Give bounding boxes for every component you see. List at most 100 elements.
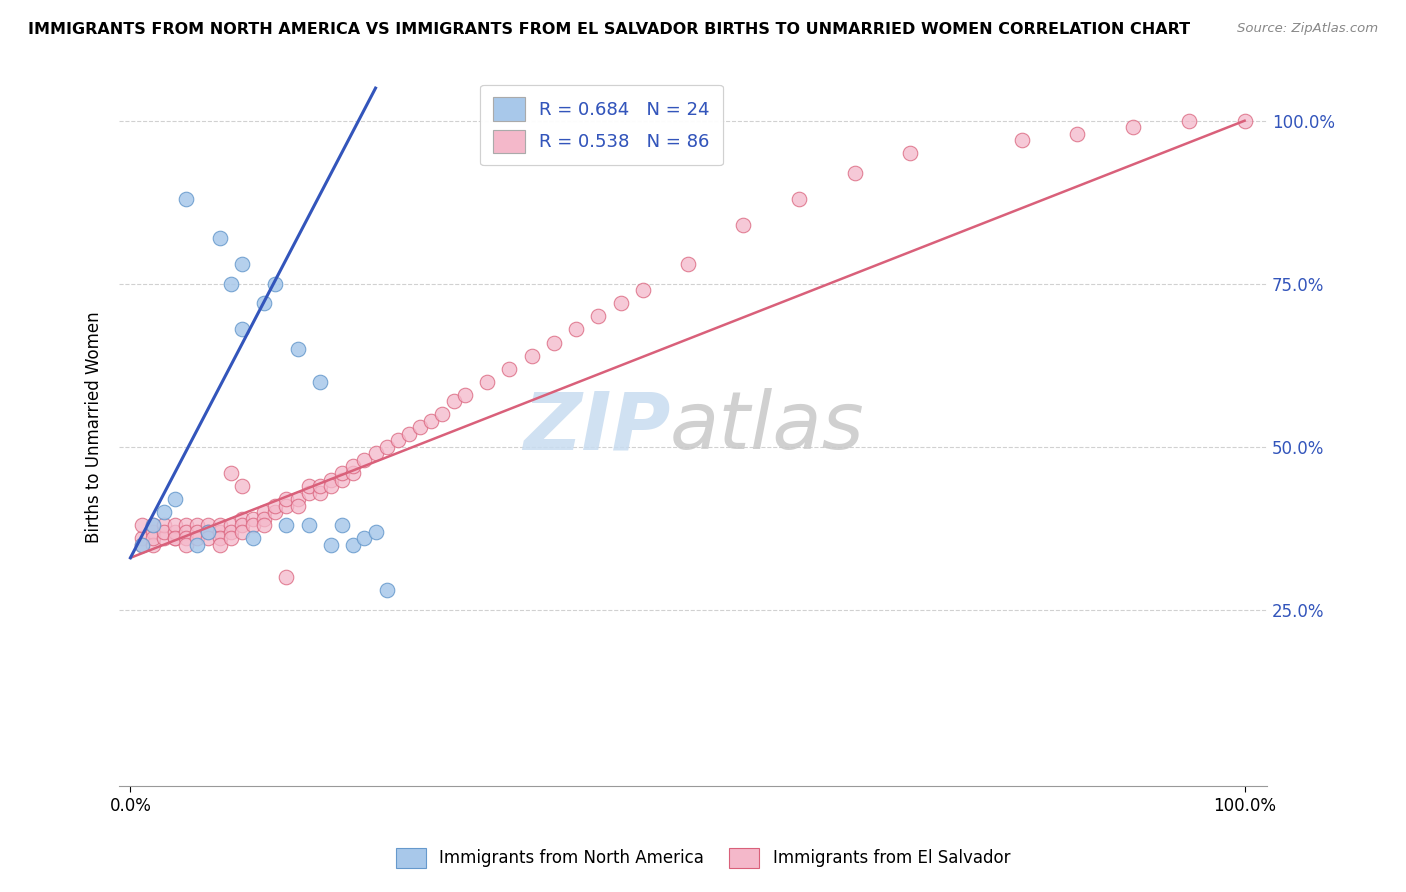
Point xyxy=(163,524,186,539)
Point xyxy=(565,322,588,336)
Point xyxy=(264,499,287,513)
Point xyxy=(342,459,364,474)
Point xyxy=(364,524,387,539)
Point xyxy=(219,524,242,539)
Point xyxy=(264,505,287,519)
Point xyxy=(242,511,264,525)
Point xyxy=(253,518,276,533)
Point xyxy=(142,524,165,539)
Point xyxy=(409,420,432,434)
Point xyxy=(153,531,176,545)
Point xyxy=(1122,120,1144,135)
Point xyxy=(242,518,264,533)
Point xyxy=(298,485,321,500)
Point xyxy=(142,531,165,545)
Point xyxy=(131,518,153,533)
Point xyxy=(163,531,186,545)
Point xyxy=(844,166,866,180)
Point xyxy=(1178,113,1201,128)
Point xyxy=(298,479,321,493)
Point xyxy=(153,524,176,539)
Point xyxy=(298,518,321,533)
Point xyxy=(208,538,231,552)
Point xyxy=(197,524,219,539)
Point xyxy=(375,440,398,454)
Point xyxy=(319,538,342,552)
Point xyxy=(609,296,631,310)
Point xyxy=(353,453,375,467)
Point xyxy=(308,479,330,493)
Point xyxy=(208,531,231,545)
Point xyxy=(319,473,342,487)
Point xyxy=(231,479,253,493)
Point xyxy=(142,518,165,533)
Point xyxy=(219,531,242,545)
Point xyxy=(186,518,208,533)
Point xyxy=(276,499,298,513)
Point xyxy=(231,511,253,525)
Point xyxy=(898,146,921,161)
Point xyxy=(186,538,208,552)
Point xyxy=(287,342,309,356)
Point xyxy=(242,531,264,545)
Point xyxy=(174,531,197,545)
Point xyxy=(253,296,276,310)
Point xyxy=(142,518,165,533)
Point xyxy=(163,492,186,507)
Point xyxy=(330,518,353,533)
Point xyxy=(676,257,699,271)
Point xyxy=(319,479,342,493)
Point xyxy=(330,473,353,487)
Point xyxy=(398,426,420,441)
Point xyxy=(253,505,276,519)
Point xyxy=(131,538,153,552)
Point xyxy=(443,394,465,409)
Point xyxy=(153,518,176,533)
Point xyxy=(308,375,330,389)
Point xyxy=(208,524,231,539)
Point xyxy=(498,361,520,376)
Point xyxy=(588,310,610,324)
Point xyxy=(264,277,287,291)
Point xyxy=(276,492,298,507)
Point xyxy=(197,531,219,545)
Point xyxy=(1233,113,1256,128)
Point xyxy=(231,257,253,271)
Legend: R = 0.684   N = 24, R = 0.538   N = 86: R = 0.684 N = 24, R = 0.538 N = 86 xyxy=(479,85,723,165)
Point xyxy=(219,518,242,533)
Point xyxy=(733,218,755,232)
Point xyxy=(174,524,197,539)
Point xyxy=(1011,133,1033,147)
Point xyxy=(253,511,276,525)
Point xyxy=(276,570,298,584)
Point xyxy=(453,388,475,402)
Point xyxy=(387,434,409,448)
Point xyxy=(543,335,565,350)
Point xyxy=(153,505,176,519)
Point xyxy=(142,538,165,552)
Point xyxy=(186,524,208,539)
Point xyxy=(174,538,197,552)
Point xyxy=(1066,127,1088,141)
Point xyxy=(631,283,654,297)
Point xyxy=(219,466,242,480)
Point xyxy=(186,531,208,545)
Point xyxy=(174,518,197,533)
Point xyxy=(231,518,253,533)
Point xyxy=(163,531,186,545)
Point xyxy=(432,407,454,421)
Text: Source: ZipAtlas.com: Source: ZipAtlas.com xyxy=(1237,22,1378,36)
Point xyxy=(520,349,543,363)
Point xyxy=(787,192,810,206)
Point xyxy=(287,499,309,513)
Point xyxy=(364,446,387,460)
Point xyxy=(208,231,231,245)
Point xyxy=(231,524,253,539)
Point xyxy=(375,583,398,598)
Point xyxy=(174,192,197,206)
Point xyxy=(342,538,364,552)
Point xyxy=(197,518,219,533)
Point xyxy=(208,518,231,533)
Text: IMMIGRANTS FROM NORTH AMERICA VS IMMIGRANTS FROM EL SALVADOR BIRTHS TO UNMARRIED: IMMIGRANTS FROM NORTH AMERICA VS IMMIGRA… xyxy=(28,22,1191,37)
Legend: Immigrants from North America, Immigrants from El Salvador: Immigrants from North America, Immigrant… xyxy=(389,841,1017,875)
